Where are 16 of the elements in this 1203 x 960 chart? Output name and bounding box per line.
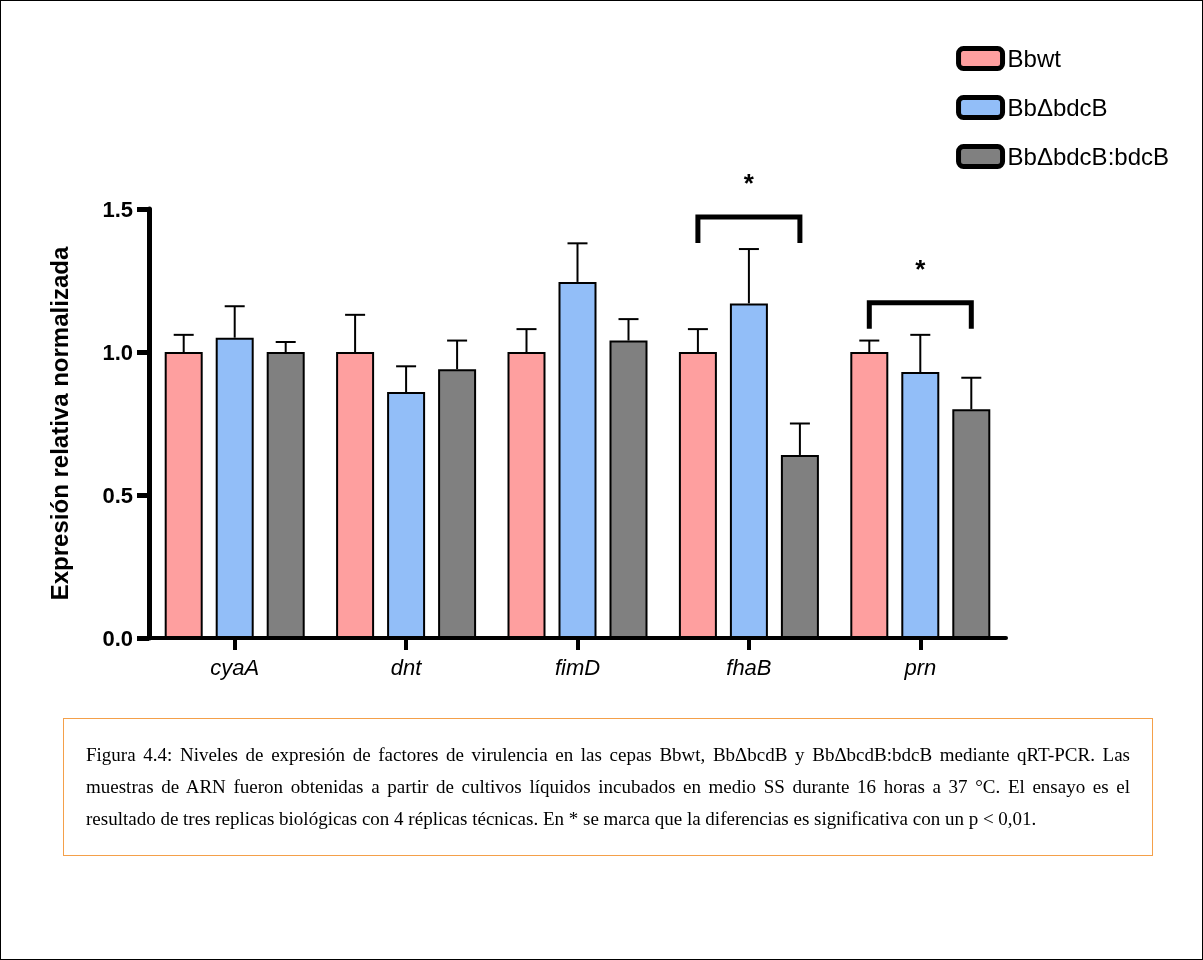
y-tick-label: 1.5 [102,196,133,222]
y-tick-label: 1.0 [102,339,133,365]
x-tick-label: dnt [390,654,423,680]
text: * [743,168,755,199]
y-tick-label: 0.5 [102,482,133,508]
annotation: * [915,253,927,284]
x-tick-label: cyaA [210,654,260,680]
y-axis-title: Expresión relativa normalizada [45,246,73,601]
legend-label: Bbwt [1007,45,1062,72]
x-tick-label: fhaB [726,654,772,680]
y-tick-label: 0.0 [102,625,133,651]
text: Figura 4.4: Niveles de expresión de factores de virulencia en las cepas Bbwt, BbΔbcdB y BbΔbcdB:bdcB mediante qRT-PCR. Las muestras de ARN fueron obtenidas a partir de cultivos líquidos incubados en medio SS durante 16 horas a 37 °C. El ensayo es el resultado de tres replicas biológicas con 4 réplicas técnicas. En * se marca que la diferencias es significativa con un p < 0,01. [63,718,1153,856]
legend-label: BbΔbdcB:bdcB [1007,143,1170,170]
x-tick-label: prn [903,654,937,680]
legend-label: BbΔbdcB [1007,94,1108,121]
x-tick-label: fimD [554,654,601,680]
